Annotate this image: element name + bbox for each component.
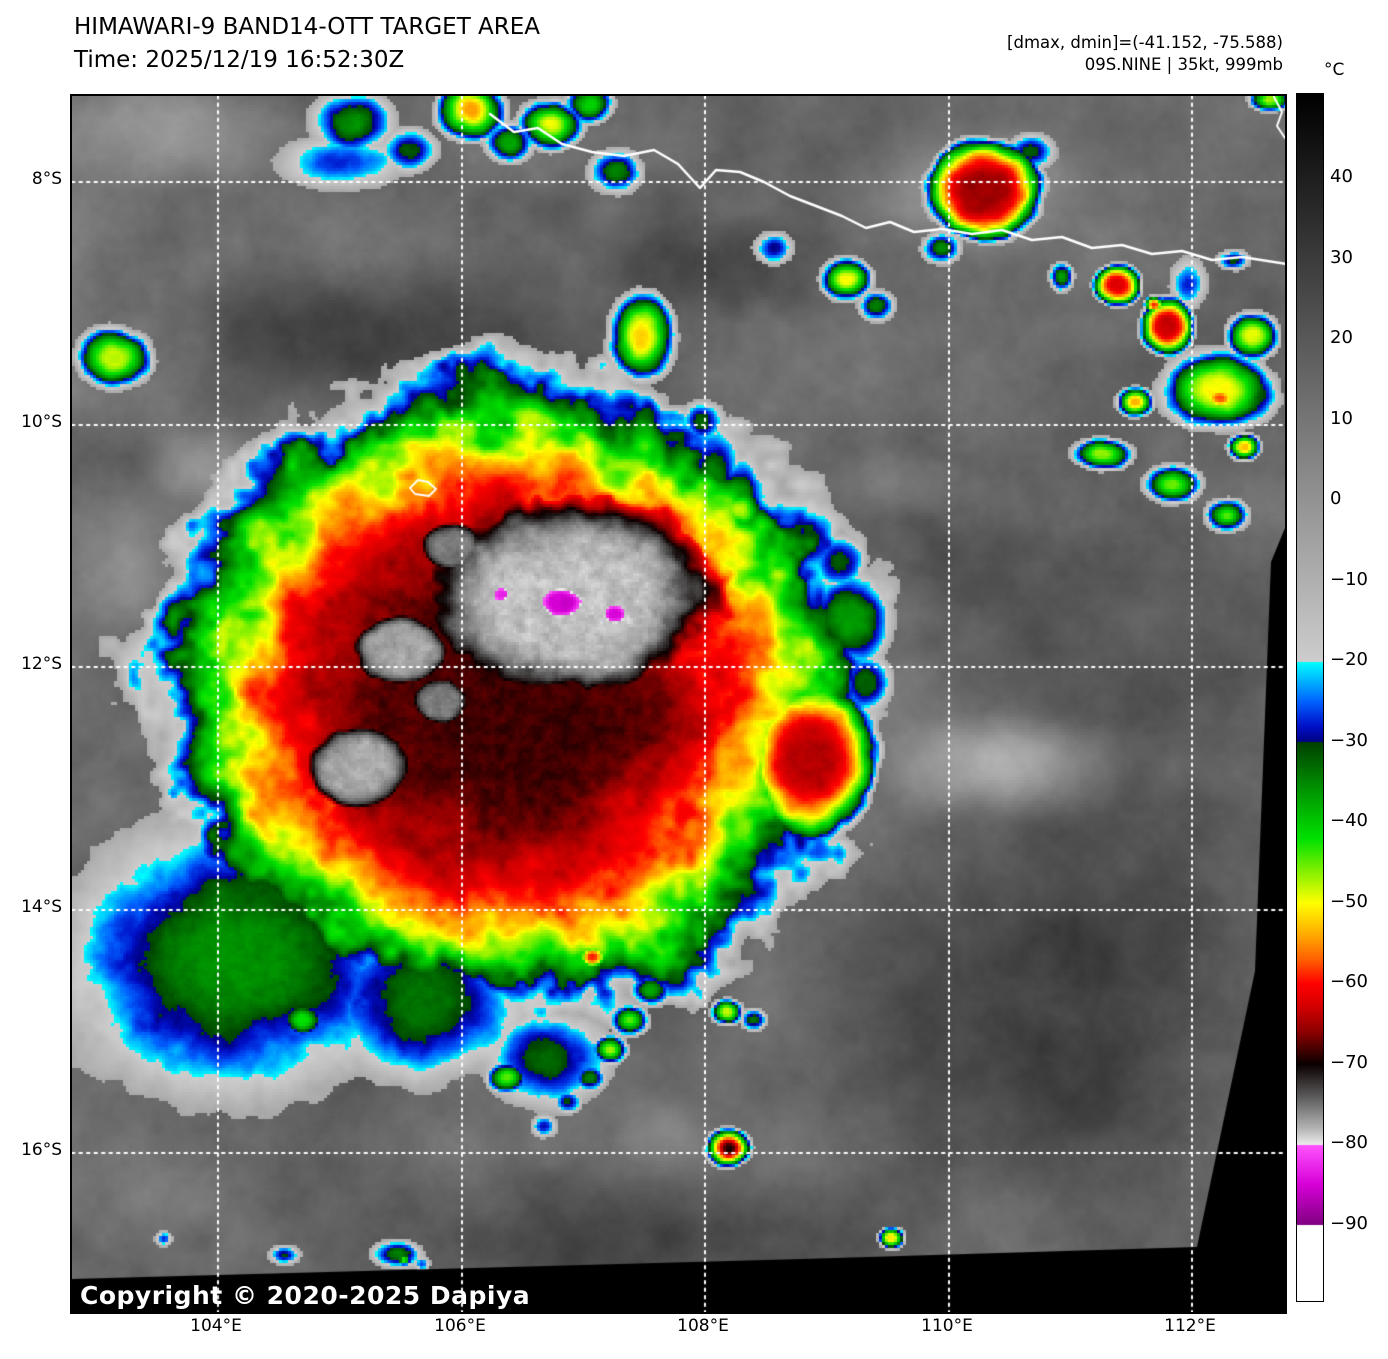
lon-tick-label: 110°E	[921, 1316, 973, 1336]
lat-tick-label: 10°S	[21, 412, 62, 432]
dmax-dmin-label: [dmax, dmin]=(-41.152, -75.588)	[1007, 33, 1283, 52]
lon-tick-label: 104°E	[190, 1316, 242, 1336]
colorbar-tick-label: 30	[1330, 246, 1353, 268]
lon-tick-label: 108°E	[677, 1316, 729, 1336]
colorbar-tick-label: 0	[1330, 488, 1342, 510]
storm-info-block: [dmax, dmin]=(-41.152, -75.588) 09S.NINE …	[1007, 32, 1283, 76]
page-title: HIMAWARI-9 BAND14-OTT TARGET AREA	[74, 14, 541, 40]
colorbar-tick-label: 20	[1330, 327, 1353, 349]
satellite-image-canvas	[72, 96, 1285, 1312]
colorbar-tick-label: −30	[1330, 729, 1368, 751]
satellite-map-panel: Copyright © 2020-2025 Dapiya	[70, 94, 1287, 1314]
colorbar-tick-label: −80	[1330, 1132, 1368, 1154]
colorbar-tick-label: −20	[1330, 649, 1368, 671]
colorbar-tick-label: −40	[1330, 810, 1368, 832]
lon-tick-label: 106°E	[434, 1316, 486, 1336]
colorbar-tick-label: −90	[1330, 1212, 1368, 1234]
timestamp-label: Time: 2025/12/19 16:52:30Z	[74, 47, 405, 73]
lon-tick-label: 112°E	[1164, 1316, 1216, 1336]
lat-tick-label: 12°S	[21, 654, 62, 674]
lat-tick-label: 16°S	[21, 1140, 62, 1160]
colorbar-unit-label: °C	[1324, 60, 1345, 80]
colorbar-tick-label: 40	[1330, 166, 1353, 188]
colorbar-tick-label: 10	[1330, 407, 1353, 429]
copyright-label: Copyright © 2020-2025 Dapiya	[80, 1281, 531, 1310]
colorbar-tick-label: −10	[1330, 568, 1368, 590]
colorbar-tick-label: −70	[1330, 1051, 1368, 1073]
colorbar-tick-label: −50	[1330, 890, 1368, 912]
storm-id-label: 09S.NINE | 35kt, 999mb	[1084, 55, 1283, 74]
lat-tick-label: 8°S	[31, 169, 62, 189]
lat-tick-label: 14°S	[21, 897, 62, 917]
colorbar-tick-label: −60	[1330, 971, 1368, 993]
colorbar	[1296, 93, 1324, 1302]
